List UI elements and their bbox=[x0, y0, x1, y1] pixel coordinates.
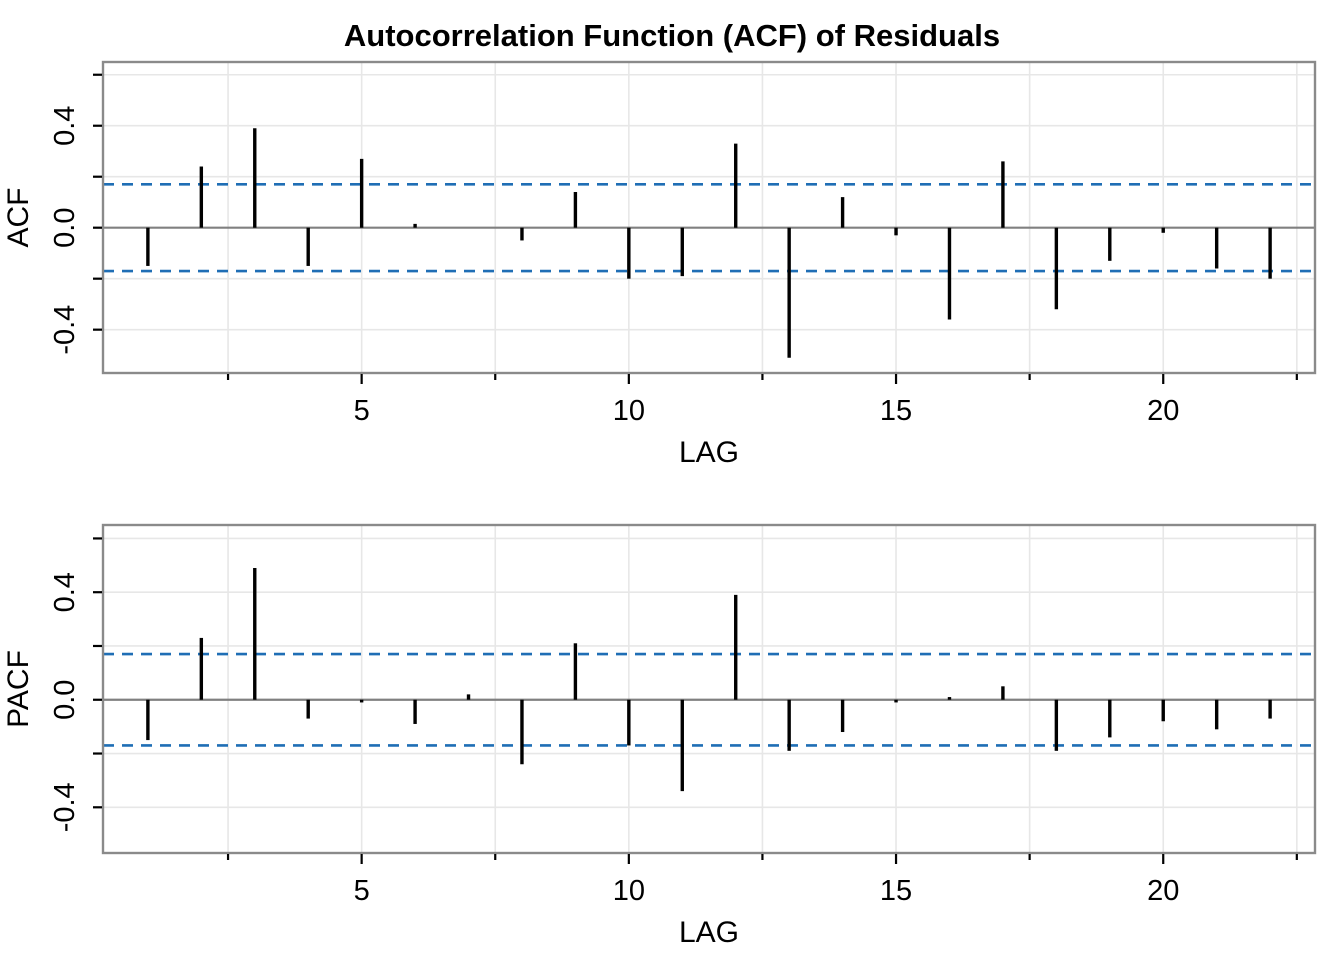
acf-y-tick-label: 0.4 bbox=[49, 106, 81, 146]
acf-y-axis-title: ACF bbox=[2, 188, 35, 248]
acf-x-tick-label: 15 bbox=[880, 395, 912, 427]
pacf-axis-ticks bbox=[93, 537, 1298, 864]
acf-axis-ticks bbox=[93, 73, 1298, 384]
acf-gridlines bbox=[103, 62, 1315, 373]
pacf-x-tick-label: 20 bbox=[1147, 875, 1179, 907]
pacf-bars bbox=[146, 568, 1272, 792]
acf-y-tick-label: -0.4 bbox=[49, 305, 81, 355]
pacf-gridlines bbox=[103, 525, 1315, 853]
pacf-x-axis-title: LAG bbox=[679, 916, 739, 949]
chart-title: Autocorrelation Function (ACF) of Residu… bbox=[344, 18, 1000, 53]
acf-x-axis-title: LAG bbox=[679, 436, 739, 469]
acf-panel: 5 10 15 20 -0.4 0.0 0.4 ACF LAG bbox=[2, 60, 1317, 469]
acf-bars bbox=[146, 128, 1272, 358]
pacf-y-axis-title: PACF bbox=[2, 650, 35, 728]
acf-x-tick-label: 20 bbox=[1147, 395, 1179, 427]
acf-y-tick-label: 0.0 bbox=[49, 208, 81, 248]
pacf-x-tick-label: 5 bbox=[354, 875, 370, 907]
pacf-panel: 5 10 15 20 -0.4 0.0 0.4 PACF LAG bbox=[2, 523, 1317, 949]
pacf-y-tick-label: -0.4 bbox=[49, 782, 81, 832]
pacf-y-tick-label: 0.4 bbox=[49, 572, 81, 612]
pacf-panel-border bbox=[101, 523, 1317, 855]
acf-x-tick-label: 10 bbox=[613, 395, 645, 427]
acf-panel-border bbox=[101, 60, 1317, 375]
pacf-x-tick-label: 10 bbox=[613, 875, 645, 907]
pacf-y-tick-label: 0.0 bbox=[49, 680, 81, 720]
pacf-x-tick-label: 15 bbox=[880, 875, 912, 907]
acf-x-tick-label: 5 bbox=[354, 395, 370, 427]
